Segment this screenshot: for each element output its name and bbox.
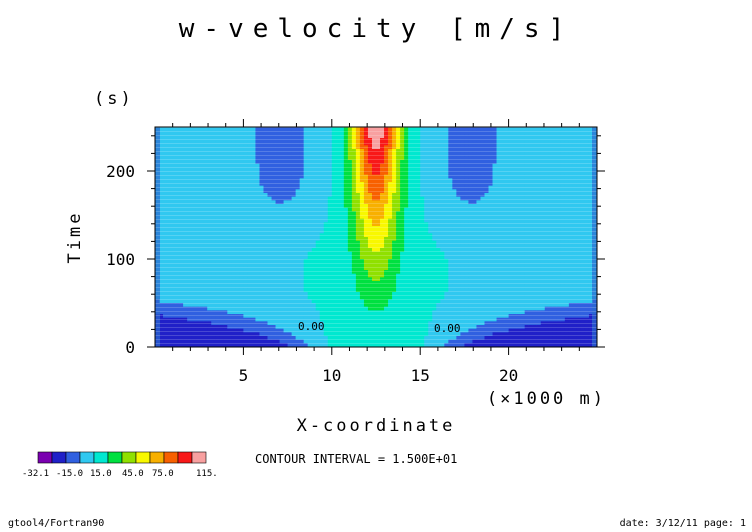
chart-title: w-velocity [m/s] — [179, 14, 573, 44]
